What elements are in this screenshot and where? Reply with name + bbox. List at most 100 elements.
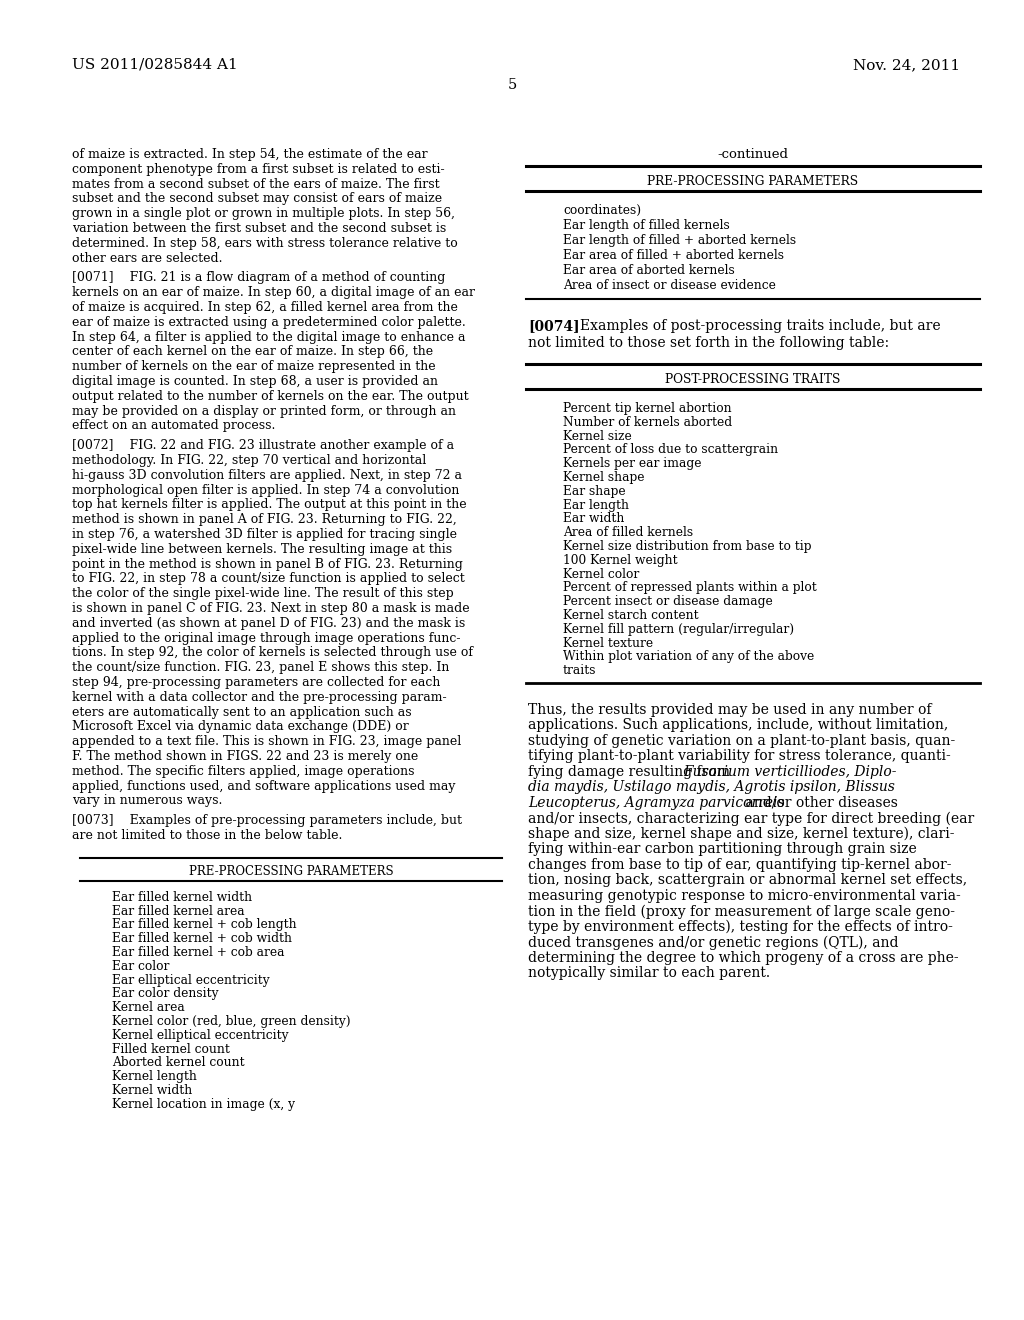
Text: Examples of post-processing traits include, but are: Examples of post-processing traits inclu… (580, 319, 941, 333)
Text: US 2011/0285844 A1: US 2011/0285844 A1 (72, 58, 238, 73)
Text: PRE-PROCESSING PARAMETERS: PRE-PROCESSING PARAMETERS (647, 176, 858, 187)
Text: Fusarium verticilliodes, Diplo-: Fusarium verticilliodes, Diplo- (683, 766, 896, 779)
Text: fying within-ear carbon partitioning through grain size: fying within-ear carbon partitioning thr… (528, 842, 916, 857)
Text: Kernel elliptical eccentricity: Kernel elliptical eccentricity (112, 1028, 289, 1041)
Text: Filled kernel count: Filled kernel count (112, 1043, 229, 1056)
Text: Percent of loss due to scattergrain: Percent of loss due to scattergrain (563, 444, 778, 457)
Text: Ear filled kernel + cob width: Ear filled kernel + cob width (112, 932, 292, 945)
Text: other ears are selected.: other ears are selected. (72, 252, 222, 264)
Text: applications. Such applications, include, without limitation,: applications. Such applications, include… (528, 718, 948, 733)
Text: eters are automatically sent to an application such as: eters are automatically sent to an appli… (72, 706, 412, 718)
Text: Ear elliptical eccentricity: Ear elliptical eccentricity (112, 974, 269, 986)
Text: applied, functions used, and software applications used may: applied, functions used, and software ap… (72, 780, 456, 792)
Text: of maize is extracted. In step 54, the estimate of the ear: of maize is extracted. In step 54, the e… (72, 148, 428, 161)
Text: determining the degree to which progeny of a cross are phe-: determining the degree to which progeny … (528, 950, 958, 965)
Text: ear of maize is extracted using a predetermined color palette.: ear of maize is extracted using a predet… (72, 315, 466, 329)
Text: Kernel area: Kernel area (112, 1001, 184, 1014)
Text: methodology. In FIG. 22, step 70 vertical and horizontal: methodology. In FIG. 22, step 70 vertica… (72, 454, 426, 467)
Text: Ear filled kernel + cob area: Ear filled kernel + cob area (112, 946, 285, 960)
Text: in step 76, a watershed 3D filter is applied for tracing single: in step 76, a watershed 3D filter is app… (72, 528, 457, 541)
Text: kernels on an ear of maize. In step 60, a digital image of an ear: kernels on an ear of maize. In step 60, … (72, 286, 475, 300)
Text: step 94, pre-processing parameters are collected for each: step 94, pre-processing parameters are c… (72, 676, 440, 689)
Text: coordinates): coordinates) (563, 205, 641, 216)
Text: tion in the field (proxy for measurement of large scale geno-: tion in the field (proxy for measurement… (528, 904, 955, 919)
Text: Number of kernels aborted: Number of kernels aborted (563, 416, 732, 429)
Text: measuring genotypic response to micro-environmental varia-: measuring genotypic response to micro-en… (528, 888, 961, 903)
Text: Ear area of filled + aborted kernels: Ear area of filled + aborted kernels (563, 249, 784, 261)
Text: and inverted (as shown at panel D of FIG. 23) and the mask is: and inverted (as shown at panel D of FIG… (72, 616, 465, 630)
Text: center of each kernel on the ear of maize. In step 66, the: center of each kernel on the ear of maiz… (72, 346, 433, 359)
Text: Kernel length: Kernel length (112, 1071, 197, 1084)
Text: -continued: -continued (718, 148, 788, 161)
Text: Area of filled kernels: Area of filled kernels (563, 527, 693, 539)
Text: shape and size, kernel shape and size, kernel texture), clari-: shape and size, kernel shape and size, k… (528, 828, 954, 841)
Text: Leucopterus, Agramyza parvicorreis: Leucopterus, Agramyza parvicorreis (528, 796, 784, 810)
Text: is shown in panel C of FIG. 23. Next in step 80 a mask is made: is shown in panel C of FIG. 23. Next in … (72, 602, 470, 615)
Text: Kernel size distribution from base to tip: Kernel size distribution from base to ti… (563, 540, 811, 553)
Text: Nov. 24, 2011: Nov. 24, 2011 (853, 58, 961, 73)
Text: POST-PROCESSING TRAITS: POST-PROCESSING TRAITS (666, 374, 841, 385)
Text: fying damage resulting from: fying damage resulting from (528, 766, 734, 779)
Text: Aborted kernel count: Aborted kernel count (112, 1056, 245, 1069)
Text: [0073]    Examples of pre-processing parameters include, but: [0073] Examples of pre-processing parame… (72, 814, 462, 828)
Text: duced transgenes and/or genetic regions (QTL), and: duced transgenes and/or genetic regions … (528, 936, 898, 950)
Text: Ear color: Ear color (112, 960, 169, 973)
Text: Kernel size: Kernel size (563, 429, 632, 442)
Text: Ear filled kernel + cob length: Ear filled kernel + cob length (112, 919, 297, 932)
Text: F. The method shown in FIGS. 22 and 23 is merely one: F. The method shown in FIGS. 22 and 23 i… (72, 750, 418, 763)
Text: traits: traits (563, 664, 597, 677)
Text: top hat kernels filter is applied. The output at this point in the: top hat kernels filter is applied. The o… (72, 499, 467, 511)
Text: Ear width: Ear width (563, 512, 625, 525)
Text: Ear color density: Ear color density (112, 987, 218, 1001)
Text: tion, nosing back, scattergrain or abnormal kernel set effects,: tion, nosing back, scattergrain or abnor… (528, 874, 967, 887)
Text: PRE-PROCESSING PARAMETERS: PRE-PROCESSING PARAMETERS (188, 865, 393, 878)
Text: 5: 5 (507, 78, 517, 92)
Text: digital image is counted. In step 68, a user is provided an: digital image is counted. In step 68, a … (72, 375, 438, 388)
Text: variation between the first subset and the second subset is: variation between the first subset and t… (72, 222, 446, 235)
Text: [0071]    FIG. 21 is a flow diagram of a method of counting: [0071] FIG. 21 is a flow diagram of a me… (72, 272, 445, 284)
Text: tions. In step 92, the color of kernels is selected through use of: tions. In step 92, the color of kernels … (72, 647, 473, 660)
Text: Kernel starch content: Kernel starch content (563, 609, 698, 622)
Text: Kernel width: Kernel width (112, 1084, 193, 1097)
Text: hi-gauss 3D convolution filters are applied. Next, in step 72 a: hi-gauss 3D convolution filters are appl… (72, 469, 462, 482)
Text: number of kernels on the ear of maize represented in the: number of kernels on the ear of maize re… (72, 360, 435, 374)
Text: changes from base to tip of ear, quantifying tip-kernel abor-: changes from base to tip of ear, quantif… (528, 858, 951, 873)
Text: component phenotype from a first subset is related to esti-: component phenotype from a first subset … (72, 162, 444, 176)
Text: Thus, the results provided may be used in any number of: Thus, the results provided may be used i… (528, 704, 932, 717)
Text: Ear area of aborted kernels: Ear area of aborted kernels (563, 264, 735, 277)
Text: pixel-wide line between kernels. The resulting image at this: pixel-wide line between kernels. The res… (72, 543, 453, 556)
Text: Ear length of filled kernels: Ear length of filled kernels (563, 219, 730, 232)
Text: Kernel fill pattern (regular/irregular): Kernel fill pattern (regular/irregular) (563, 623, 795, 636)
Text: Ear shape: Ear shape (563, 484, 626, 498)
Text: and/or insects, characterizing ear type for direct breeding (ear: and/or insects, characterizing ear type … (528, 812, 974, 826)
Text: point in the method is shown in panel B of FIG. 23. Returning: point in the method is shown in panel B … (72, 557, 463, 570)
Text: Ear length: Ear length (563, 499, 629, 512)
Text: method is shown in panel A of FIG. 23. Returning to FIG. 22,: method is shown in panel A of FIG. 23. R… (72, 513, 457, 527)
Text: Percent tip kernel abortion: Percent tip kernel abortion (563, 403, 731, 414)
Text: grown in a single plot or grown in multiple plots. In step 56,: grown in a single plot or grown in multi… (72, 207, 455, 220)
Text: method. The specific filters applied, image operations: method. The specific filters applied, im… (72, 764, 415, 777)
Text: [0072]    FIG. 22 and FIG. 23 illustrate another example of a: [0072] FIG. 22 and FIG. 23 illustrate an… (72, 440, 454, 453)
Text: applied to the original image through image operations func-: applied to the original image through im… (72, 631, 461, 644)
Text: Area of insect or disease evidence: Area of insect or disease evidence (563, 279, 776, 292)
Text: 100 Kernel weight: 100 Kernel weight (563, 554, 678, 566)
Text: appended to a text file. This is shown in FIG. 23, image panel: appended to a text file. This is shown i… (72, 735, 461, 748)
Text: Kernel texture: Kernel texture (563, 636, 653, 649)
Text: Microsoft Excel via dynamic data exchange (DDE) or: Microsoft Excel via dynamic data exchang… (72, 721, 409, 734)
Text: not limited to those set forth in the following table:: not limited to those set forth in the fo… (528, 337, 889, 350)
Text: and/or other diseases: and/or other diseases (741, 796, 898, 810)
Text: the color of the single pixel-wide line. The result of this step: the color of the single pixel-wide line.… (72, 587, 454, 601)
Text: subset and the second subset may consist of ears of maize: subset and the second subset may consist… (72, 193, 442, 206)
Text: dia maydis, Ustilago maydis, Agrotis ipsilon, Blissus: dia maydis, Ustilago maydis, Agrotis ips… (528, 780, 895, 795)
Text: type by environment effects), testing for the effects of intro-: type by environment effects), testing fo… (528, 920, 953, 935)
Text: vary in numerous ways.: vary in numerous ways. (72, 795, 222, 808)
Text: determined. In step 58, ears with stress tolerance relative to: determined. In step 58, ears with stress… (72, 236, 458, 249)
Text: are not limited to those in the below table.: are not limited to those in the below ta… (72, 829, 342, 842)
Text: notypically similar to each parent.: notypically similar to each parent. (528, 966, 770, 981)
Text: the count/size function. FIG. 23, panel E shows this step. In: the count/size function. FIG. 23, panel … (72, 661, 450, 675)
Text: may be provided on a display or printed form, or through an: may be provided on a display or printed … (72, 405, 456, 417)
Text: to FIG. 22, in step 78 a count/size function is applied to select: to FIG. 22, in step 78 a count/size func… (72, 573, 465, 585)
Text: Kernels per ear image: Kernels per ear image (563, 457, 701, 470)
Text: Within plot variation of any of the above: Within plot variation of any of the abov… (563, 651, 814, 664)
Text: kernel with a data collector and the pre-processing param-: kernel with a data collector and the pre… (72, 690, 446, 704)
